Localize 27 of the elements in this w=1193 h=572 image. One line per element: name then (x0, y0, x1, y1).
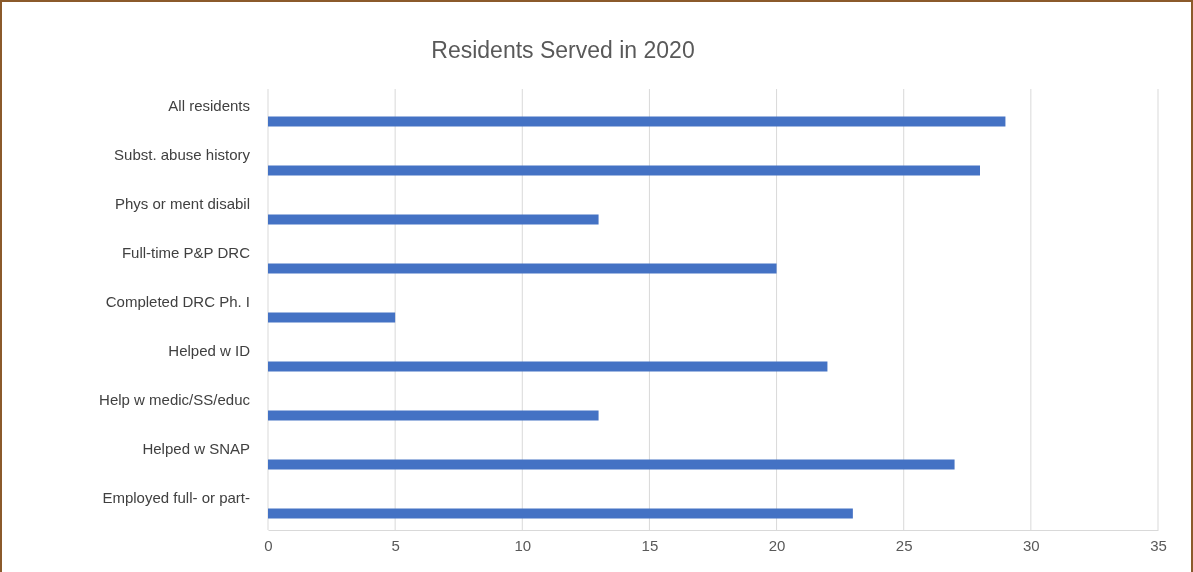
bar (268, 214, 599, 225)
x-tick-label: 20 (768, 536, 786, 554)
x-tick-label: 15 (641, 536, 659, 554)
bar (268, 263, 777, 274)
y-tick-label: Helped w ID (168, 341, 251, 359)
x-tick-label: 10 (514, 536, 532, 554)
chart-title: Residents Served in 2020 (431, 37, 695, 63)
y-tick-label: Helped w SNAP (142, 439, 250, 457)
y-tick-label: Subst. abuse history (114, 145, 251, 163)
bar (268, 410, 599, 421)
x-tick-label: 30 (1023, 536, 1040, 554)
x-tick-label: 35 (1150, 536, 1167, 554)
bar (268, 508, 853, 519)
y-tick-label: Employed full- or part- (102, 488, 250, 506)
bar (268, 312, 396, 323)
x-tick-label: 0 (264, 536, 273, 554)
y-tick-label: Phys or ment disabil (114, 194, 250, 212)
x-tick-label: 5 (391, 536, 400, 554)
y-tick-label: All residents (168, 96, 250, 114)
y-tick-label: Completed DRC Ph. I (105, 292, 250, 310)
bar (268, 459, 955, 470)
y-tick-label: Full-time P&P DRC (121, 243, 251, 261)
bar (268, 165, 980, 176)
bar (268, 116, 1006, 127)
x-tick-label: 25 (895, 536, 913, 554)
bar (268, 361, 828, 372)
y-tick-label: Help w medic/SS/educ (99, 390, 251, 408)
